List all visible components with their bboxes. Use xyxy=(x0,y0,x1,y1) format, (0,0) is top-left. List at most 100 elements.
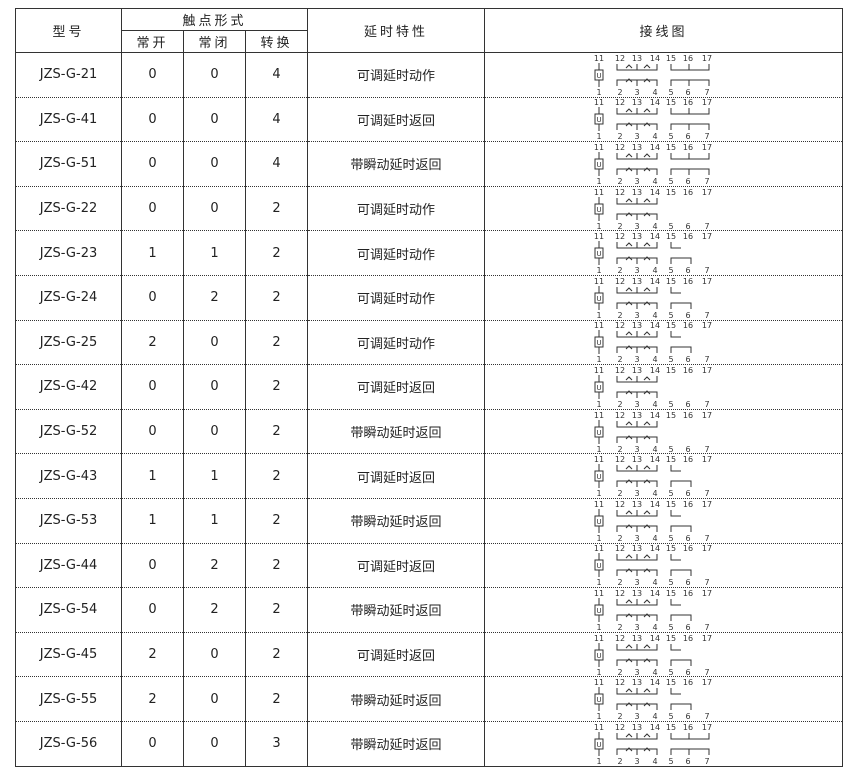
terminal-label: 13 xyxy=(632,589,642,598)
terminal-label: 15 xyxy=(666,723,676,732)
terminal-label: 3 xyxy=(634,712,639,720)
terminal-label: 17 xyxy=(702,723,712,732)
no-count-cell: 0 xyxy=(121,52,184,98)
wiring-diagram: 11 12 13 14 15 16 17 1 2 3 4 5 6 7 U xyxy=(484,498,843,544)
terminal-label: 17 xyxy=(702,678,712,687)
terminal-label: 14 xyxy=(650,54,660,63)
delay-cell: 带瞬动延时返回 xyxy=(307,587,485,633)
table-row: JZS-G-24 0 2 2 可调延时动作 11 12 13 14 15 16 17 1 2 3 4 5 6 7 U xyxy=(15,275,843,321)
coil-label: U xyxy=(596,473,601,481)
wiring-diagram: 11 12 13 14 15 16 17 1 2 3 4 5 6 7 U xyxy=(484,632,843,678)
coil-icon xyxy=(594,515,604,527)
table-row: JZS-G-25 2 0 2 可调延时动作 11 12 13 14 15 16 17 1 2 3 4 5 6 7 U xyxy=(15,320,843,366)
terminal-label: 1 xyxy=(596,222,601,230)
contact-line xyxy=(616,554,658,577)
terminal-label: 12 xyxy=(615,455,625,464)
terminal-label: 1 xyxy=(596,177,601,185)
terminal-label: 11 xyxy=(594,232,604,241)
table-row: JZS-G-51 0 0 4 带瞬动延时返回 11 12 13 14 15 16 17 1 2 3 4 5 6 7 U xyxy=(15,141,843,187)
wiring-diagram-svg: 11 12 13 14 15 16 171 2 3 4 5 6 7U xyxy=(594,232,712,274)
model-cell: JZS-G-53 xyxy=(15,498,122,544)
wiring-diagram: 11 12 13 14 15 16 17 1 2 3 4 5 6 7 U xyxy=(484,543,843,589)
coil-icon xyxy=(594,292,604,304)
terminal-label: 17 xyxy=(702,143,712,152)
terminal-label: 2 xyxy=(617,88,622,96)
terminal-label: 6 xyxy=(685,712,690,720)
wiring-diagram-svg: 11 12 13 14 15 16 171 2 3 4 5 6 7U xyxy=(594,54,712,96)
terminal-label: 3 xyxy=(634,623,639,631)
terminal-label: 1 xyxy=(596,311,601,319)
nc-count-cell: 2 xyxy=(183,275,246,321)
terminal-label: 12 xyxy=(615,634,625,643)
changeover-count-cell: 2 xyxy=(245,186,308,232)
terminal-label: 7 xyxy=(704,132,709,140)
wiring-diagram: 11 12 13 14 15 16 17 1 2 3 4 5 6 7 U xyxy=(484,409,843,455)
terminal-label: 15 xyxy=(666,366,676,375)
delay-cell: 带瞬动延时返回 xyxy=(307,498,485,544)
delay-cell: 带瞬动延时返回 xyxy=(307,676,485,722)
terminal-label: 14 xyxy=(650,544,660,553)
contact-line xyxy=(670,598,692,621)
model-cell: JZS-G-25 xyxy=(15,320,122,366)
terminal-label: 11 xyxy=(594,98,604,107)
no-count-cell: 0 xyxy=(121,587,184,633)
nc-count-cell: 0 xyxy=(183,364,246,410)
changeover-count-cell: 2 xyxy=(245,676,308,722)
nc-count-cell: 0 xyxy=(183,186,246,232)
terminal-label: 13 xyxy=(632,54,642,63)
terminal-label: 12 xyxy=(615,366,625,375)
nc-count-cell: 0 xyxy=(183,632,246,678)
terminal-label: 17 xyxy=(702,321,712,330)
delay-cell: 可调延时动作 xyxy=(307,52,485,98)
delay-cell: 可调延时动作 xyxy=(307,186,485,232)
terminal-label: 13 xyxy=(632,366,642,375)
model-cell: JZS-G-42 xyxy=(15,364,122,410)
contact-line xyxy=(670,465,692,488)
terminal-label: 11 xyxy=(594,589,604,598)
contact-line xyxy=(670,152,710,175)
terminal-label: 1 xyxy=(596,578,601,586)
contact-line xyxy=(616,286,658,309)
nc-count-cell: 0 xyxy=(183,52,246,98)
coil-label: U xyxy=(596,295,601,303)
terminal-label: 14 xyxy=(650,589,660,598)
terminal-label: 4 xyxy=(652,222,657,230)
terminal-label: 3 xyxy=(634,489,639,497)
coil-icon xyxy=(594,381,604,393)
terminal-label: 6 xyxy=(685,534,690,542)
terminal-label: 2 xyxy=(617,400,622,408)
terminal-label: 3 xyxy=(634,177,639,185)
changeover-count-cell: 2 xyxy=(245,275,308,321)
table-row: JZS-G-55 2 0 2 带瞬动延时返回 11 12 13 14 15 16 17 1 2 3 4 5 6 7 U xyxy=(15,676,843,722)
terminal-label: 13 xyxy=(632,232,642,241)
terminal-label: 13 xyxy=(632,500,642,509)
coil-icon xyxy=(594,604,604,616)
terminal-label: 2 xyxy=(617,222,622,230)
terminal-label: 15 xyxy=(666,678,676,687)
header-delay: 延时特性 xyxy=(307,8,485,53)
header-wiring: 接线图 xyxy=(484,8,843,53)
terminal-label: 15 xyxy=(666,277,676,286)
terminal-label: 3 xyxy=(634,355,639,363)
terminal-label: 13 xyxy=(632,321,642,330)
terminal-label: 13 xyxy=(632,678,642,687)
terminal-label: 16 xyxy=(683,634,693,643)
coil-label: U xyxy=(596,518,601,526)
terminal-label: 4 xyxy=(652,177,657,185)
terminal-label: 12 xyxy=(615,54,625,63)
terminal-label: 17 xyxy=(702,232,712,241)
nc-count-cell: 1 xyxy=(183,498,246,544)
terminal-label: 5 xyxy=(668,266,673,274)
terminal-label: 15 xyxy=(666,232,676,241)
coil-icon xyxy=(594,426,604,438)
terminal-label: 3 xyxy=(634,668,639,676)
terminal-label: 3 xyxy=(634,578,639,586)
terminal-label: 16 xyxy=(683,678,693,687)
table-row: JZS-G-42 0 0 2 可调延时返回 11 12 13 14 15 16 17 1 2 3 4 5 6 7 U xyxy=(15,364,843,410)
wiring-diagram: 11 12 13 14 15 16 17 1 2 3 4 5 6 7 U xyxy=(484,587,843,633)
coil-label: U xyxy=(596,161,601,169)
terminal-label: 11 xyxy=(594,455,604,464)
wiring-diagram: 11 12 13 14 15 16 17 1 2 3 4 5 6 7 U xyxy=(484,52,843,98)
terminal-label: 5 xyxy=(668,445,673,453)
delay-cell: 可调延时返回 xyxy=(307,632,485,678)
